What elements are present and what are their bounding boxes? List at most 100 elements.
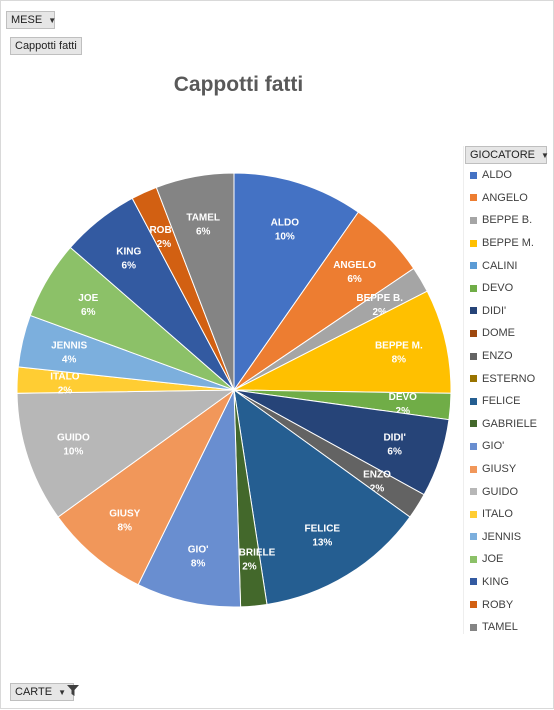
- chevron-down-icon: ▼: [58, 688, 67, 697]
- chevron-down-icon: ▼: [541, 151, 549, 160]
- data-label: GUIDO 10%: [57, 432, 90, 457]
- pie-slice-guido[interactable]: [16, 389, 236, 518]
- data-label: BEPPE B. 2%: [356, 293, 403, 318]
- legend-label: GIUSY: [482, 463, 517, 476]
- legend-swatch: [470, 533, 477, 541]
- legend-item[interactable]: GIUSY: [470, 458, 537, 481]
- legend-swatch: [470, 194, 477, 202]
- data-label: ALDO 10%: [271, 218, 300, 243]
- data-label: ITALO 2%: [50, 371, 79, 396]
- legend: GIOCATORE ▼ ALDO ANGELO BEPPE B. BEPPE M. CAL…: [463, 146, 550, 634]
- legend-item[interactable]: GUIDO: [470, 480, 537, 503]
- legend-label: BEPPE M.: [482, 237, 534, 250]
- legend-swatch: [470, 239, 477, 247]
- giocatore-filter-button[interactable]: GIOCATORE ▼: [465, 146, 549, 164]
- legend-item[interactable]: ITALO: [470, 503, 537, 526]
- data-label: DEVO 2%: [389, 392, 418, 417]
- legend-item[interactable]: TAMEL: [470, 616, 537, 639]
- data-label: ENZO 2%: [363, 470, 391, 495]
- legend-label: ALDO: [482, 169, 512, 182]
- data-label: BEPPE M. 8%: [375, 341, 423, 366]
- legend-label: DOME: [482, 327, 515, 340]
- legend-item[interactable]: ESTERNO: [470, 367, 537, 390]
- pie-slice-gio[interactable]: [137, 389, 242, 608]
- data-label: GIO' 8%: [188, 544, 209, 569]
- legend-item[interactable]: GIO': [470, 435, 537, 458]
- legend-item[interactable]: JOE: [470, 548, 537, 571]
- legend-label: JOE: [482, 553, 504, 566]
- legend-item[interactable]: ROBY: [470, 593, 537, 616]
- data-label: GIUSY 8%: [109, 508, 140, 533]
- legend-swatch: [470, 307, 477, 315]
- legend-swatch: [470, 555, 477, 563]
- legend-item[interactable]: ALDO: [470, 164, 537, 187]
- legend-item[interactable]: GABRIELE: [470, 413, 537, 436]
- legend-label: ITALO: [482, 508, 513, 521]
- chart-title: Cappotti fatti: [173, 73, 304, 96]
- legend-swatch: [470, 488, 477, 496]
- legend-item[interactable]: CALINI: [470, 254, 537, 277]
- legend-label: CALINI: [482, 259, 518, 272]
- carte-filter-label: CARTE: [15, 686, 53, 698]
- legend-item[interactable]: ANGELO: [470, 187, 537, 210]
- legend-label: ESTERNO: [482, 372, 536, 385]
- legend-label: ROBY: [482, 598, 514, 611]
- legend-item[interactable]: BEPPE M.: [470, 232, 537, 255]
- values-field-label: Cappotti fatti: [15, 40, 77, 52]
- values-field-button[interactable]: Cappotti fatti: [10, 37, 82, 55]
- legend-swatch: [470, 171, 477, 179]
- legend-label: DIDI': [482, 304, 507, 317]
- legend-label: KING: [482, 575, 509, 588]
- mese-filter-button[interactable]: MESE ▼: [6, 11, 57, 29]
- data-label: TAMEL 6%: [186, 213, 220, 238]
- pie-slice-aldo[interactable]: [233, 172, 360, 392]
- data-label: GABRIELE 2%: [224, 548, 276, 573]
- legend-item[interactable]: DEVO: [470, 277, 537, 300]
- funnel-icon: [67, 685, 80, 696]
- legend-swatch: [470, 284, 477, 292]
- legend-swatch: [470, 329, 477, 337]
- legend-list: ALDO ANGELO BEPPE B. BEPPE M. CALINI DEVO DIDI…: [470, 164, 537, 638]
- pie-slice-tamel[interactable]: [155, 172, 235, 391]
- legend-swatch: [470, 352, 477, 360]
- data-label: JOE 6%: [78, 293, 98, 318]
- legend-item[interactable]: JENNIS: [470, 526, 537, 549]
- legend-swatch: [470, 578, 477, 586]
- legend-swatch: [470, 420, 477, 428]
- pie-slice-felice[interactable]: [233, 388, 411, 606]
- legend-label: ANGELO: [482, 191, 528, 204]
- legend-item[interactable]: DIDI': [470, 300, 537, 323]
- legend-label: GUIDO: [482, 485, 519, 498]
- legend-swatch: [470, 510, 477, 518]
- data-label: ANGELO 6%: [333, 260, 376, 285]
- data-label: FELICE 13%: [305, 523, 341, 548]
- legend-swatch: [470, 397, 477, 405]
- legend-label: GABRIELE: [482, 417, 538, 430]
- legend-swatch: [470, 623, 477, 631]
- legend-swatch: [470, 465, 477, 473]
- chevron-down-icon: ▼: [48, 16, 57, 25]
- legend-label: BEPPE B.: [482, 214, 533, 227]
- data-label: DIDI' 6%: [383, 432, 405, 457]
- carte-filter-button[interactable]: CARTE ▼: [10, 683, 80, 701]
- legend-swatch: [470, 442, 477, 450]
- legend-title: GIOCATORE: [470, 149, 535, 161]
- legend-item[interactable]: DOME: [470, 322, 537, 345]
- legend-item[interactable]: ENZO: [470, 345, 537, 368]
- legend-item[interactable]: KING: [470, 571, 537, 594]
- legend-swatch: [470, 375, 477, 383]
- legend-swatch: [470, 216, 477, 224]
- legend-item[interactable]: BEPPE B.: [470, 209, 537, 232]
- legend-label: TAMEL: [482, 621, 518, 634]
- legend-label: FELICE: [482, 395, 521, 408]
- legend-item[interactable]: FELICE: [470, 390, 537, 413]
- data-label: ROBY 2%: [149, 225, 178, 250]
- mese-filter-label: MESE: [11, 14, 43, 26]
- legend-swatch: [470, 601, 477, 609]
- pie-slice-giusy[interactable]: [57, 389, 235, 586]
- data-label: JENNIS 4%: [51, 341, 87, 366]
- legend-label: JENNIS: [482, 530, 522, 543]
- pie-slice-beppe-m[interactable]: [233, 290, 452, 394]
